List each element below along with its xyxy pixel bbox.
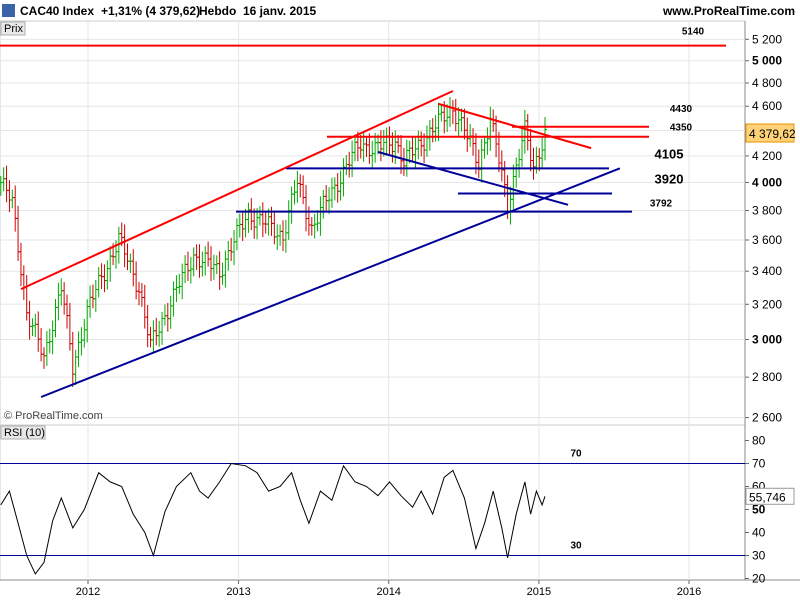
price-tick-label-2800: 2 800 [752,370,782,384]
copyright-text: © ProRealTime.com [4,410,103,422]
level-label-4105: 4105 [655,146,684,161]
x-tick-label-2013: 2013 [226,586,250,598]
price-ohlc-bars [0,97,548,388]
price-tick-label-2600: 2 600 [752,411,782,425]
level-label-4430: 4430 [670,104,693,115]
site-url[interactable]: www.ProRealTime.com [662,4,795,18]
price-tick-label-4200: 4 200 [752,149,782,163]
price-panel-label: Prix [4,23,23,35]
trendline-red-2 [438,102,592,150]
rsi-last-value-badge [745,487,795,505]
rsi-tick-label-40: 40 [752,526,766,540]
x-tick-label-2014: 2014 [376,586,400,598]
date-label: 16 janv. 2015 [243,4,316,18]
price-tick-label-3400: 3 400 [752,264,782,278]
rsi-tick-label-70: 70 [752,457,766,471]
price-last-value: 4 379,62 [749,127,796,141]
menu-icon[interactable] [2,4,15,17]
x-tick-label-2012: 2012 [76,586,100,598]
price-tick-label-3000: 3 000 [752,333,782,347]
rsi-level-label-30: 30 [570,541,582,552]
symbol-title: CAC40 Index [20,4,94,18]
price-tick-label-3800: 3 800 [752,203,782,217]
grid-lines [0,21,745,580]
price-tick-label-4600: 4 600 [752,99,782,113]
header-bar [0,0,800,21]
trendlines [20,90,621,398]
trendline-red-1 [20,90,454,291]
rsi-last-value: 55,746 [749,490,786,504]
x-tick-label-2016: 2016 [677,586,701,598]
last-value-badges: 4 379,62 55,746 [745,123,796,505]
level-label-3920: 3920 [655,172,684,187]
rsi-line [0,462,546,575]
price-tick-label-5000: 5 000 [752,54,782,68]
level-label-5140: 5140 [682,27,705,38]
price-tick-label-5200: 5 200 [752,32,782,46]
rsi-tick-label-50: 50 [752,503,766,517]
price-tick-label-4000: 4 000 [752,176,782,190]
rsi-panel-label-box [0,425,46,440]
rsi-series: 70 30 [0,449,745,575]
price-panel-label-box [0,21,26,36]
level-label-4350: 4350 [670,123,693,134]
price-tick-label-3600: 3 600 [752,233,782,247]
trendline-blue-3 [40,167,621,398]
price-panel-frame [0,20,746,426]
trendline-blue-4 [377,151,569,206]
price-tick-label-4800: 4 800 [752,76,782,90]
period-label: Hebdo [199,4,236,18]
level-label-3792: 3792 [650,199,673,210]
rsi-tick-label-20: 20 [752,572,766,586]
rsi-panel-frame [0,424,746,581]
change-value: +1,31% (4 379,62) [101,4,200,18]
rsi-level-label-70: 70 [570,449,582,460]
price-last-value-badge [745,123,795,143]
ohlc-bar [543,117,548,161]
price-tick-label-3200: 3 200 [752,297,782,311]
x-tick-label-2015: 2015 [527,586,551,598]
horizontal-levels: 5140 4430 4350 4105 3920 3792 [0,27,726,213]
rsi-tick-label-30: 30 [752,549,766,563]
rsi-tick-label-80: 80 [752,434,766,448]
rsi-panel-label: RSI (10) [4,427,45,439]
